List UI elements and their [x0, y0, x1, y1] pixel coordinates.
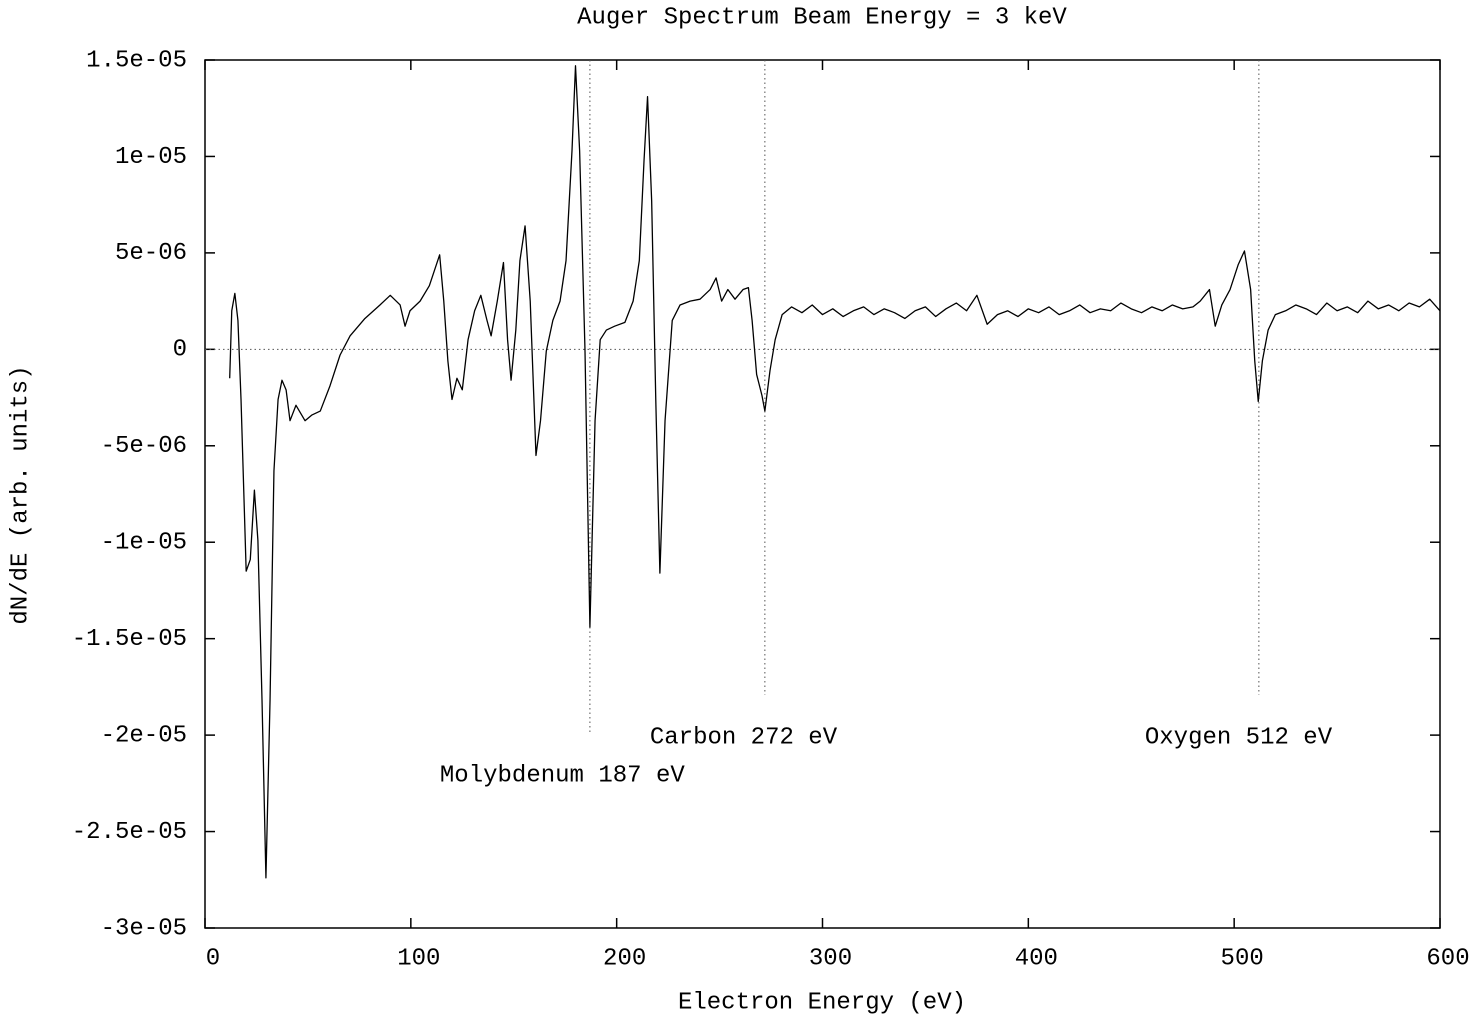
annotation-label: Molybdenum 187 eV	[440, 762, 685, 789]
y-tick-label: -2.5e-05	[72, 819, 187, 846]
x-tick-label: 0	[206, 945, 220, 972]
annotation-label: Carbon 272 eV	[650, 724, 838, 751]
plot-frame	[204, 59, 1441, 929]
y-tick-label: -5e-06	[101, 433, 187, 460]
y-tick-label: -2e-05	[101, 722, 187, 749]
x-tick-label: 600	[1426, 945, 1469, 972]
y-tick-label: 1.5e-05	[86, 47, 187, 74]
spectrum-line	[229, 65, 1441, 879]
x-tick-label: 400	[1015, 945, 1058, 972]
x-tick-label: 300	[809, 945, 852, 972]
x-tick-label: 100	[397, 945, 440, 972]
y-tick-label: 1e-05	[115, 144, 187, 171]
chart-title: Auger Spectrum Beam Energy = 3 keV	[577, 4, 1067, 31]
y-tick-label: -1e-05	[101, 530, 187, 557]
y-axis-label: dN/dE (arb. units)	[7, 365, 34, 624]
y-tick-label: -3e-05	[101, 915, 187, 942]
y-tick-label: 5e-06	[115, 240, 187, 267]
annotation-label: Oxygen 512 eV	[1145, 724, 1333, 751]
x-tick-label: 200	[603, 945, 646, 972]
y-tick-label: 0	[173, 337, 187, 364]
x-tick-label: 500	[1221, 945, 1264, 972]
y-tick-label: -1.5e-05	[72, 626, 187, 653]
x-axis-label: Electron Energy (eV)	[678, 989, 966, 1016]
